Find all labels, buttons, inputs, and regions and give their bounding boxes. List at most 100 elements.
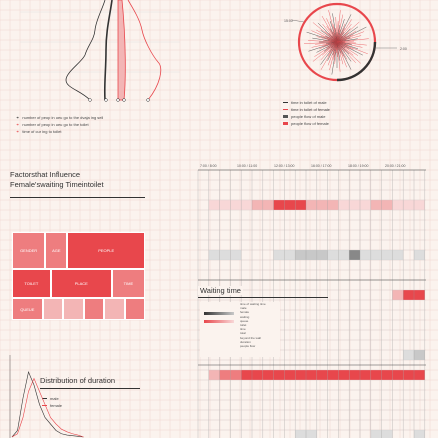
radial-spoke [336, 26, 359, 43]
duration-line-male [11, 371, 84, 438]
legend-label: time [240, 327, 246, 332]
radial-spoke [336, 35, 362, 43]
heat-cell [392, 290, 404, 300]
duration-chart [9, 355, 84, 438]
radial-spoke [336, 14, 352, 43]
legend-label: male [50, 396, 59, 401]
heat-cell [381, 430, 393, 438]
radial-spoke [322, 23, 338, 43]
waiting-title: Waiting time [198, 286, 243, 295]
heat-cell [338, 200, 350, 210]
heat-cell [403, 350, 414, 360]
heat-cell [349, 200, 360, 210]
influence-title-line2: Female'swaiting Timeintoilet [10, 180, 104, 189]
duration-line-female [11, 377, 84, 438]
profile-series-1 [65, 0, 106, 101]
heat-cell [230, 200, 242, 210]
radial-chart: 15:00 2:00 [284, 2, 407, 82]
heat-cell [262, 200, 274, 210]
profile-legend: ⚭ number of peop in ueu go to the dvaja … [16, 115, 103, 134]
radial-spoke [336, 41, 361, 64]
radial-label-right: 2:00 [400, 47, 407, 51]
heat-cell [370, 370, 382, 380]
legend-row: ⚭ time of cur ing to toilet [16, 129, 103, 134]
heat-cell [403, 290, 414, 300]
heat-cell [414, 370, 425, 380]
legend-label: toilet [240, 323, 247, 328]
heat-cell [392, 200, 404, 210]
radial-spoke [335, 17, 338, 43]
heat-cell [414, 200, 425, 210]
heat-cell [392, 250, 404, 260]
radial-spoke [336, 41, 359, 56]
heat-cell [381, 370, 393, 380]
timeline-label: 10:00 / 11:00 [237, 164, 257, 168]
legend-label: female [50, 403, 63, 408]
heat-cell [370, 430, 382, 438]
heat-cell [316, 370, 328, 380]
radial-spoke [326, 18, 338, 43]
radial-spoke [336, 21, 360, 43]
legend-swatch [283, 115, 288, 118]
radial-spoke [312, 22, 338, 43]
radial-spoke [336, 41, 352, 70]
heat-cell [360, 370, 371, 380]
legend-row: ⚭ number of peop in ueu go to the toilet [16, 122, 103, 127]
heat-cell [403, 200, 414, 210]
heat-cell [306, 430, 317, 438]
timeline-label: 16:00 / 17:00 [311, 164, 331, 168]
radial-spoke [306, 31, 338, 43]
duration-legend: male female [42, 396, 62, 408]
title-rule [198, 297, 328, 298]
treemap-cell [63, 298, 84, 320]
legend-label: number of peop in ueu go to the dvaja in… [22, 115, 104, 120]
heat-cell [403, 370, 414, 380]
radial-spoke [308, 41, 338, 52]
timeline-label: 18:00 / 19:00 [348, 164, 368, 168]
legend-row: ⚭ number of peop in ueu go to the dvaja … [16, 115, 103, 120]
radial-spoke [336, 23, 352, 43]
heat-cell [414, 430, 425, 438]
radial-spoke [320, 41, 338, 65]
treemap-cell [42, 298, 64, 320]
heat-cell [230, 250, 242, 260]
treemap-cell [124, 298, 145, 320]
radial-spoke [336, 26, 367, 43]
legend-label: number of peop in ueu go to the toilet [22, 122, 89, 127]
radial-spoke [308, 40, 338, 43]
legend-row: time in toilet of female [283, 107, 330, 112]
heat-cell [230, 370, 242, 380]
profile-point [88, 98, 92, 102]
legend-row: people flow of female [283, 121, 330, 126]
treemap-cell: GENDER [12, 232, 46, 269]
heat-cell [316, 250, 328, 260]
heat-cell [360, 200, 371, 210]
radial-spoke [336, 41, 363, 56]
circle-pair-icon: ⚭ [16, 122, 20, 127]
title-rule [40, 388, 140, 389]
legend-swatch [42, 398, 47, 399]
radial-spoke [320, 41, 338, 70]
legend-label: people flow of male [291, 114, 326, 119]
heat-cell [327, 200, 339, 210]
radial-spoke [336, 41, 344, 65]
heat-cell [370, 250, 382, 260]
title-rule [10, 197, 145, 198]
heat-cell [327, 250, 339, 260]
heat-cell [316, 200, 328, 210]
timeline-label: 7:00 / 8:00 [200, 164, 217, 168]
radial-arc [336, 41, 377, 82]
legend-row: time in toilet of male [283, 100, 330, 105]
timeline-label: 20:00 / 21:00 [385, 164, 405, 168]
heat-cell [338, 250, 350, 260]
radial-spoke [320, 41, 338, 60]
heat-cell [208, 200, 220, 210]
radial-spoke [327, 41, 338, 66]
radial-spoke [311, 41, 338, 48]
heat-cell [414, 350, 425, 360]
radial-spoke [304, 41, 338, 44]
radial-spoke [312, 37, 338, 43]
treemap-cell: QUEUE [12, 298, 43, 320]
duration-title: Distribution of duration [40, 376, 116, 385]
heat-cell [219, 250, 231, 260]
